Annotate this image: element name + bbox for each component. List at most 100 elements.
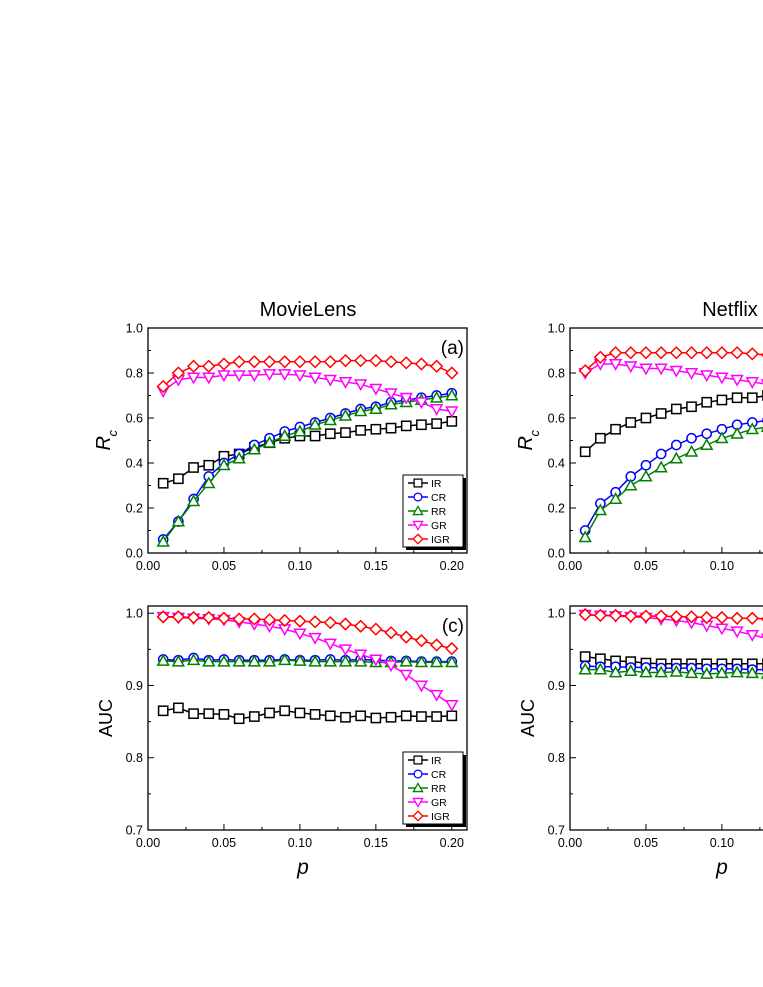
data-point-gr: [414, 397, 429, 410]
data-point-igr: [186, 359, 201, 373]
data-point-rr: [262, 654, 277, 667]
legend-marker-gr: [412, 520, 424, 531]
data-point-igr: [338, 617, 353, 631]
y-tick-label: 0.2: [548, 502, 565, 516]
axes-frame: [147, 605, 468, 831]
y-axis-label-subscript: c: [105, 430, 120, 437]
data-point-rr: [730, 665, 744, 678]
movielens-rc-panel: 0.00 0.05 0.10 0.15 0.20 0.0 0.2 0.4 0.6 0.8 1.0 Rc…: [93, 322, 468, 573]
legend-marker-igr: [412, 533, 424, 545]
data-point-gr: [624, 361, 638, 374]
data-point-rr: [308, 654, 322, 667]
panel-label: (a): [441, 338, 464, 359]
data-point-rr: [247, 442, 262, 455]
data-point-rr: [684, 444, 699, 457]
data-point-ir: [218, 709, 230, 720]
data-point-rr: [186, 494, 201, 507]
data-point-gr: [217, 370, 231, 383]
y-tick-label: 0.2: [126, 502, 143, 516]
data-point-gr: [353, 379, 368, 392]
data-point-rr: [278, 653, 292, 666]
data-point-rr: [745, 422, 759, 435]
data-point-ir: [264, 707, 275, 719]
x-tick-label: 0.05: [212, 559, 236, 573]
data-point-rr: [593, 662, 608, 675]
netflix-auc-panel: 0.00 0.05 0.10 0.7 0.8 0.9 1.0 AUC: [518, 605, 763, 850]
data-point-gr: [384, 388, 398, 401]
data-point-rr: [639, 469, 653, 482]
legend-label-rr: RR: [431, 506, 447, 518]
data-point-rr: [715, 666, 729, 679]
y-tick-label: 0.8: [126, 367, 143, 381]
legend-label-rr: RR: [431, 783, 447, 795]
y-tick-label: 1.0: [126, 607, 143, 621]
data-point-rr: [745, 666, 759, 679]
data-point-rr: [624, 478, 638, 491]
y-tick-label: 0.6: [548, 412, 565, 426]
data-point-igr: [730, 346, 744, 360]
y-tick-label: 0.9: [126, 679, 143, 693]
data-point-gr: [338, 644, 353, 657]
data-point-ir: [340, 427, 351, 438]
data-point-gr: [745, 629, 759, 642]
data-point-ir: [233, 713, 245, 725]
data-point-cr: [686, 432, 697, 444]
data-point-igr: [354, 353, 368, 368]
data-point-igr: [232, 355, 246, 369]
data-point-ir: [385, 422, 397, 434]
data-point-igr: [262, 355, 277, 369]
data-point-igr: [684, 346, 699, 360]
data-point-rr: [308, 417, 322, 430]
y-tick-label: 0.6: [126, 412, 143, 426]
legend-marker-igr: [412, 810, 424, 822]
data-point-ir: [370, 712, 382, 724]
data-point-ir: [431, 418, 442, 429]
data-point-gr: [308, 372, 322, 385]
data-point-gr: [730, 626, 744, 639]
data-point-rr: [186, 653, 201, 666]
data-point-igr: [171, 610, 186, 624]
y-axis-label: R: [93, 436, 115, 450]
movielens-x-axis-label: p: [296, 856, 309, 879]
x-tick-label: 0.05: [634, 559, 658, 573]
data-point-ir: [309, 709, 321, 720]
data-point-rr: [608, 665, 623, 678]
data-point-gr: [445, 700, 459, 712]
data-point-gr: [202, 372, 216, 385]
data-point-cr: [640, 459, 652, 471]
data-point-gr: [429, 689, 444, 702]
x-tick-label: 0.15: [364, 836, 388, 850]
data-point-ir: [416, 711, 427, 722]
data-point-gr: [654, 363, 668, 376]
data-point-rr: [715, 431, 729, 444]
x-tick-label: 0.15: [364, 559, 388, 573]
data-point-igr: [608, 346, 623, 360]
legend-label-ir: IR: [431, 478, 442, 490]
data-point-rr: [338, 408, 353, 421]
data-point-gr: [399, 669, 413, 682]
data-point-ir: [173, 702, 184, 714]
data-point-rr: [700, 438, 714, 450]
data-point-igr: [369, 622, 383, 636]
y-tick-label: 0.4: [126, 457, 143, 471]
data-point-igr: [745, 611, 759, 625]
data-point-ir: [385, 711, 397, 723]
data-point-gr: [639, 363, 653, 376]
axes-frame: [569, 605, 763, 831]
axes-frame: [147, 327, 468, 554]
data-point-ir: [655, 408, 667, 419]
data-point-igr: [156, 379, 170, 394]
data-point-rr: [156, 534, 170, 547]
data-point-rr: [700, 666, 714, 679]
data-point-rr: [399, 654, 413, 667]
data-point-rr: [338, 654, 353, 667]
data-point-rr: [445, 655, 459, 668]
data-point-rr: [247, 654, 262, 667]
data-point-gr: [353, 649, 368, 662]
legend-marker-cr: [413, 492, 423, 502]
plot-area: [156, 353, 459, 547]
data-point-ir: [731, 392, 743, 404]
data-point-gr: [745, 377, 759, 389]
